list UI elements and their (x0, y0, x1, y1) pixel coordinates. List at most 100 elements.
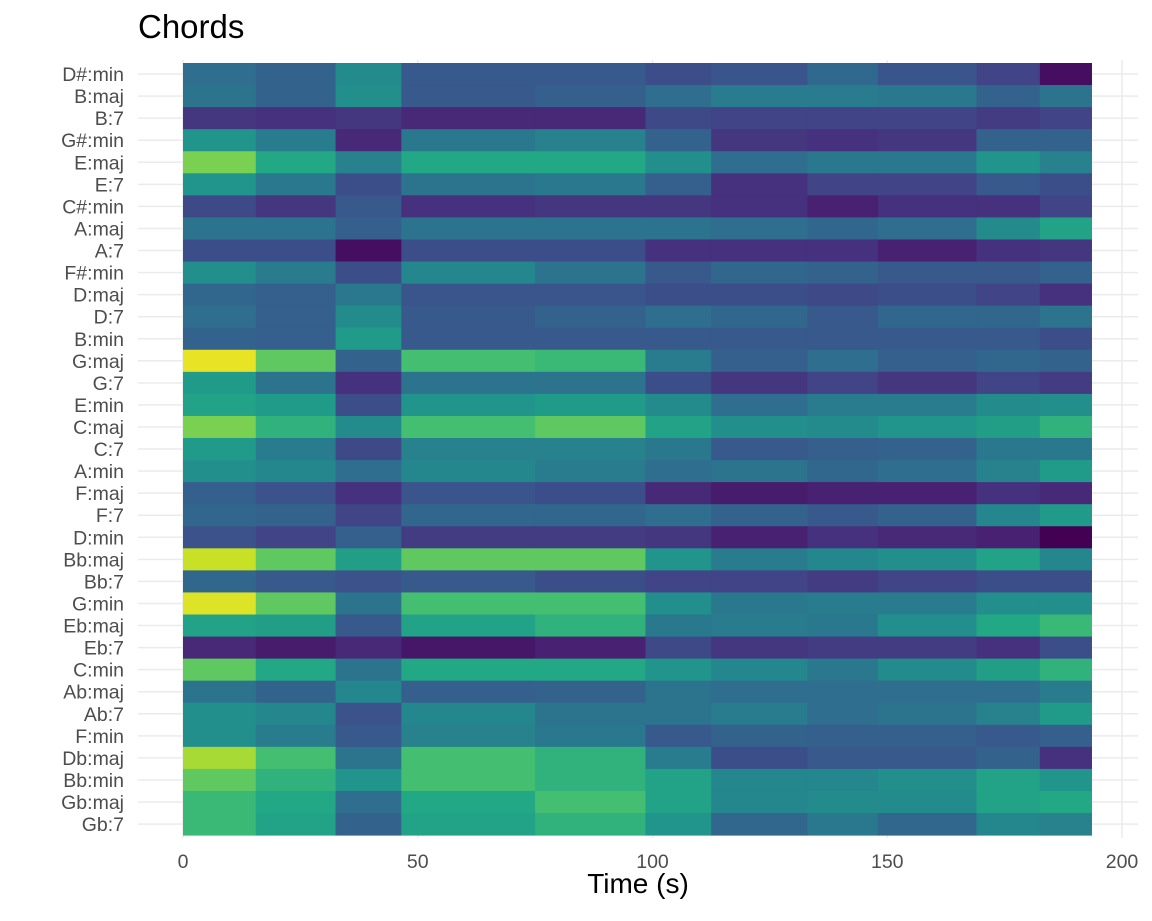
heatmap-cell (976, 813, 1041, 836)
heatmap-cell (255, 327, 337, 351)
heatmap-cell (1039, 173, 1092, 196)
heatmap-cell (183, 482, 257, 505)
heatmap-cell (1039, 63, 1092, 86)
heatmap-cell (1039, 129, 1092, 152)
heatmap-cell (1039, 261, 1092, 285)
heatmap-cell (335, 813, 402, 836)
heatmap-cell (711, 768, 808, 792)
y-tick-label: A:maj (74, 218, 124, 240)
heatmap-cell (255, 724, 337, 748)
heatmap-cell (255, 658, 337, 682)
heatmap-cell (645, 724, 712, 748)
heatmap-cell (877, 614, 977, 638)
heatmap-cell (255, 813, 337, 836)
heatmap-cell (877, 636, 977, 660)
heatmap-cell (711, 371, 808, 395)
heatmap-cell (183, 614, 257, 638)
heatmap-cell (335, 680, 402, 704)
heatmap-cell (255, 349, 337, 373)
heatmap-cell (335, 217, 402, 240)
heatmap-cell (711, 239, 808, 263)
heatmap-cell (976, 768, 1041, 792)
heatmap-cell (807, 173, 879, 196)
heatmap-cell (335, 570, 402, 593)
heatmap-cell (645, 790, 712, 814)
heatmap-cell (255, 746, 337, 770)
heatmap-cell (183, 217, 257, 240)
heatmap-cell (535, 636, 646, 660)
heatmap-cell (401, 813, 536, 836)
heatmap-cell (807, 305, 879, 329)
y-tick-label: C:7 (94, 439, 124, 461)
heatmap-cell (335, 702, 402, 726)
heatmap-cell (877, 393, 977, 417)
y-tick-label: E:7 (95, 174, 124, 196)
heatmap-cell (335, 415, 402, 439)
heatmap-cell (877, 438, 977, 461)
heatmap-cell (976, 482, 1041, 505)
heatmap-cell (711, 526, 808, 549)
heatmap-cell (645, 504, 712, 527)
heatmap-cell (645, 151, 712, 174)
heatmap-cell (401, 636, 536, 660)
heatmap-cell (183, 85, 257, 108)
heatmap-cell (335, 349, 402, 373)
heatmap-cell (807, 790, 879, 814)
heatmap-cell (807, 349, 879, 373)
heatmap-cell (401, 438, 536, 461)
heatmap-cell (535, 239, 646, 263)
heatmap-cell (255, 63, 337, 86)
heatmap-cell (711, 63, 808, 86)
y-tick-label: Eb:maj (63, 616, 124, 638)
heatmap-cell (807, 680, 879, 704)
heatmap-cell (1039, 85, 1092, 108)
heatmap-cell (183, 63, 257, 86)
heatmap-cell (183, 173, 257, 196)
heatmap-cell (535, 173, 646, 196)
heatmap-cell (335, 151, 402, 174)
heatmap-cell (535, 504, 646, 527)
heatmap-cell (255, 614, 337, 638)
heatmap-cell (401, 327, 536, 351)
heatmap-cell (877, 724, 977, 748)
y-tick-label: A:min (74, 461, 124, 483)
heatmap-cell (401, 371, 536, 395)
heatmap-cell (401, 790, 536, 814)
heatmap-cell (1039, 790, 1092, 814)
heatmap-cell (183, 702, 257, 726)
heatmap-cell (535, 680, 646, 704)
heatmap-cell (401, 614, 536, 638)
heatmap-cell (1039, 768, 1092, 792)
heatmap-cell (807, 460, 879, 483)
heatmap-cell (645, 261, 712, 285)
heatmap-cell (255, 195, 337, 218)
heatmap-cell (976, 438, 1041, 461)
heatmap-cell (335, 107, 402, 130)
heatmap-cell (255, 305, 337, 329)
y-tick-label: C:maj (73, 417, 124, 439)
heatmap-cell (976, 393, 1041, 417)
heatmap-cell (807, 526, 879, 549)
heatmap-cell (877, 107, 977, 130)
heatmap-cell (335, 482, 402, 505)
heatmap-cell (711, 702, 808, 726)
heatmap-cell (1039, 813, 1092, 836)
heatmap-cell (183, 261, 257, 285)
heatmap-cell (401, 415, 536, 439)
heatmap-cell (807, 261, 879, 285)
heatmap-cell (255, 438, 337, 461)
heatmap-cell (976, 790, 1041, 814)
heatmap-cell (535, 349, 646, 373)
heatmap-cell (645, 393, 712, 417)
heatmap-cell (807, 129, 879, 152)
heatmap-cell (1039, 658, 1092, 682)
heatmap-cell (255, 393, 337, 417)
heatmap-cell (335, 195, 402, 218)
heatmap-cell (335, 636, 402, 660)
heatmap-cell (335, 592, 402, 615)
heatmap-cell (535, 746, 646, 770)
heatmap-cell (877, 504, 977, 527)
heatmap-cell (645, 349, 712, 373)
